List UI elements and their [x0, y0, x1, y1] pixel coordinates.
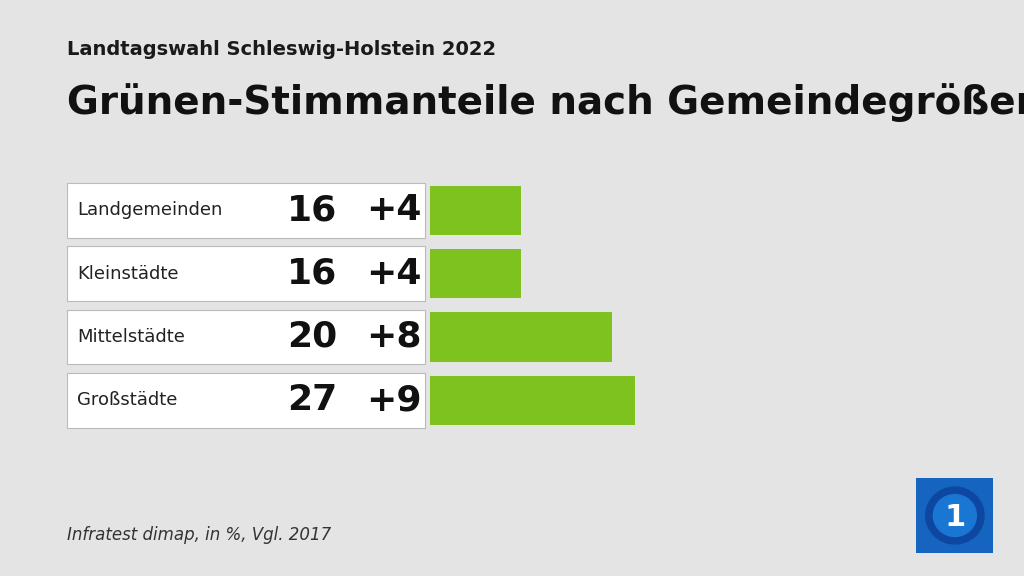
Text: Mittelstädte: Mittelstädte	[77, 328, 184, 346]
Text: 16: 16	[287, 193, 338, 228]
Text: Landgemeinden: Landgemeinden	[77, 201, 222, 219]
Text: Infratest dimap, in %, Vgl. 2017: Infratest dimap, in %, Vgl. 2017	[67, 526, 331, 544]
Text: Grünen-Stimmanteile nach Gemeindegrößen: Grünen-Stimmanteile nach Gemeindegrößen	[67, 84, 1024, 123]
Text: +4: +4	[367, 193, 422, 228]
FancyBboxPatch shape	[912, 475, 997, 556]
Text: +9: +9	[367, 383, 422, 418]
Text: 20: 20	[287, 320, 338, 354]
Text: +4: +4	[367, 256, 422, 291]
Text: 1: 1	[944, 502, 966, 532]
Text: Landtagswahl Schleswig-Holstein 2022: Landtagswahl Schleswig-Holstein 2022	[67, 40, 496, 59]
Text: Großstädte: Großstädte	[77, 391, 177, 410]
Text: 27: 27	[287, 383, 338, 418]
Circle shape	[926, 487, 984, 544]
Text: 16: 16	[287, 256, 338, 291]
Circle shape	[934, 495, 977, 536]
Text: Kleinstädte: Kleinstädte	[77, 264, 178, 283]
Text: +8: +8	[367, 320, 422, 354]
